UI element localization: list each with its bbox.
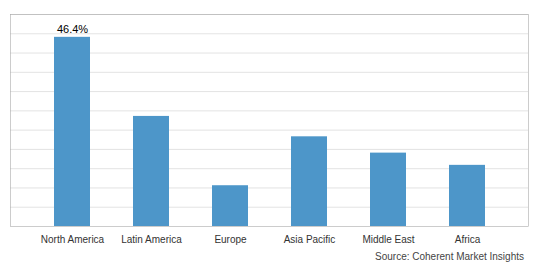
svg-text:46.4%: 46.4% xyxy=(57,23,88,35)
svg-text:Asia Pacific: Asia Pacific xyxy=(284,234,336,245)
svg-text:Latin America: Latin America xyxy=(121,234,182,245)
svg-text:Europe: Europe xyxy=(214,234,247,245)
svg-text:North America: North America xyxy=(41,234,105,245)
svg-text:Africa: Africa xyxy=(455,234,481,245)
html-text:Source: Coherent Market Insigh: Source: Coherent Market Insights xyxy=(375,251,524,262)
svg-text:Middle East: Middle East xyxy=(362,234,414,245)
